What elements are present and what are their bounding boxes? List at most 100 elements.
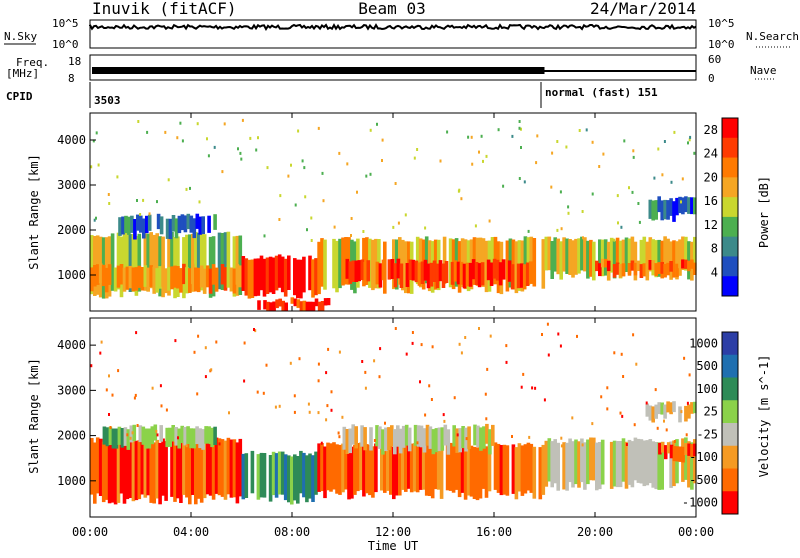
heatmap-speck [536, 134, 539, 138]
heatmap-cell [128, 439, 133, 498]
heatmap-speck [257, 136, 259, 140]
heatmap-speck [204, 375, 207, 379]
heatmap-cell [642, 263, 647, 277]
colorbar-swatch [722, 118, 738, 139]
heatmap-speck [657, 147, 660, 151]
power-heatmap [90, 118, 697, 311]
heatmap-cell [259, 255, 264, 291]
heatmap-speck [645, 401, 648, 405]
heatmap-cell [690, 197, 694, 215]
heatmap-cell [663, 236, 667, 270]
heatmap-speck [392, 225, 395, 229]
heatmap-cell [547, 236, 552, 271]
heatmap-cell [232, 236, 237, 297]
heatmap-speck [431, 345, 434, 349]
heatmap-cell [393, 429, 397, 455]
heatmap-cell [238, 265, 243, 288]
heatmap-cell [666, 262, 670, 276]
heatmap-speck [142, 198, 145, 202]
heatmap-speck [458, 342, 461, 346]
colorbar-tick-label: 28 [704, 123, 718, 137]
heatmap-speck [206, 137, 208, 141]
heatmap-speck [317, 362, 320, 366]
heatmap-cell [459, 261, 464, 285]
heatmap-speck [541, 333, 543, 336]
colorbar-frame [721, 117, 739, 297]
heatmap-speck [591, 422, 594, 426]
y-tick-label: 4000 [57, 133, 86, 147]
heatmap-cell [176, 266, 180, 289]
heatmap-cell [170, 266, 174, 290]
heatmap-speck [293, 394, 296, 398]
heatmap-cell [393, 263, 398, 288]
heatmap-cell [405, 263, 410, 287]
heatmap-speck [484, 392, 487, 396]
heatmap-cell [401, 425, 406, 448]
heatmap-cell [122, 231, 127, 288]
heatmap-cell [476, 425, 480, 448]
heatmap-cell [525, 262, 530, 286]
colorbar-swatch [722, 423, 738, 447]
heatmap-cell [559, 241, 563, 280]
heatmap-speck [474, 224, 477, 228]
heatmap-cell [188, 234, 192, 293]
colorbar-tick-label: -500 [689, 473, 718, 487]
heatmap-speck [460, 351, 463, 355]
heatmap-cell [645, 263, 650, 277]
heatmap-cell [675, 263, 679, 278]
heatmap-cell [603, 239, 608, 276]
heatmap-cell [262, 453, 267, 498]
heatmap-cell [678, 406, 682, 423]
heatmap-speck [287, 174, 290, 178]
heatmap-cell [195, 213, 200, 229]
heatmap-cell [407, 427, 412, 452]
heatmap-cell [344, 442, 348, 490]
heatmap-cell [320, 443, 324, 492]
heatmap-cell [164, 441, 168, 501]
heatmap-cell [150, 426, 155, 445]
heatmap-cell [639, 439, 644, 484]
heatmap-speck [151, 386, 154, 390]
heatmap-speck [289, 361, 292, 365]
heatmap-cell [603, 258, 608, 268]
heatmap-speck [361, 360, 364, 363]
heatmap-cell [213, 214, 217, 230]
heatmap-cell [155, 439, 159, 499]
heatmap-cell [672, 240, 676, 278]
heatmap-speck [527, 229, 530, 233]
heatmap-cell [317, 241, 321, 295]
heatmap-cell [681, 197, 685, 215]
heatmap-speck [99, 351, 102, 355]
heatmap-speck [256, 390, 259, 394]
heatmap-speck [108, 374, 110, 378]
heatmap-cell [661, 441, 665, 453]
heatmap-cell [499, 445, 504, 496]
heatmap-cell [586, 439, 590, 485]
heatmap-cell [645, 241, 650, 281]
heatmap-speck [156, 200, 158, 204]
heatmap-cell [208, 268, 213, 294]
heatmap-speck [249, 136, 252, 140]
heatmap-cell [116, 232, 121, 290]
heatmap-speck [654, 388, 657, 392]
heatmap-cell [158, 442, 162, 505]
heatmap-speck [625, 443, 628, 446]
heatmap-cell [371, 446, 375, 498]
heatmap-cell [173, 441, 177, 502]
heatmap-cell [482, 426, 486, 449]
heatmap-cell [95, 264, 100, 285]
heatmap-cell [226, 437, 231, 495]
heatmap-speck [179, 121, 182, 125]
heatmap-cell [283, 258, 288, 297]
heatmap-speck [126, 433, 129, 437]
heatmap-cell [192, 218, 197, 239]
heatmap-speck [633, 423, 636, 427]
heatmap-speck [156, 433, 159, 437]
heatmap-speck [308, 410, 311, 414]
heatmap-speck [638, 220, 641, 224]
heatmap-cell [672, 401, 676, 413]
heatmap-speck [470, 135, 473, 139]
heatmap-cell [615, 237, 620, 273]
heatmap-cell [675, 197, 679, 216]
heatmap-cell [612, 264, 617, 278]
